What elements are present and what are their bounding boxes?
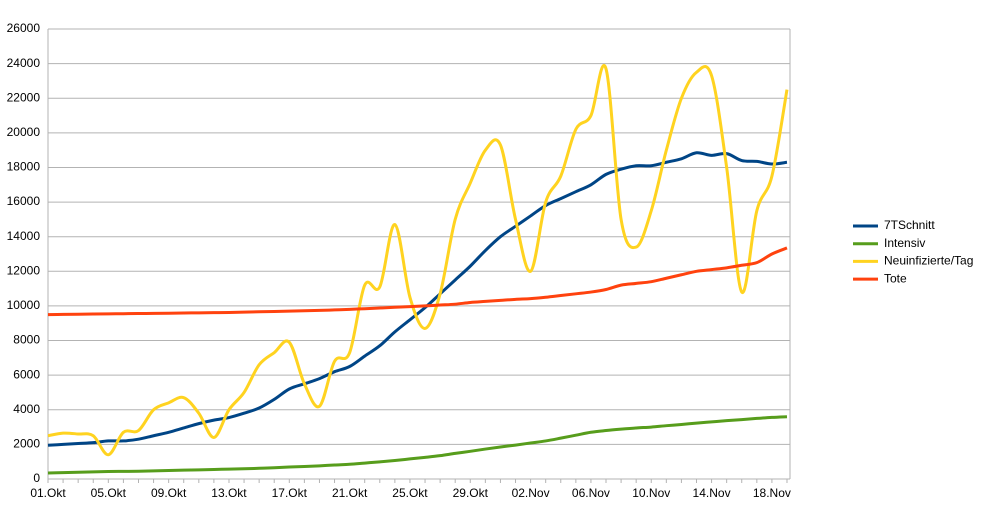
x-tick-label: 06.Nov — [572, 486, 610, 500]
y-tick-label: 26000 — [7, 21, 41, 35]
y-tick-label: 12000 — [7, 263, 41, 277]
line-series — [47, 64, 789, 457]
legend-label: Neuinfizierte/Tag — [884, 254, 973, 268]
x-tick-label: 18.Nov — [753, 486, 791, 500]
x-tick-label: 14.Nov — [693, 486, 731, 500]
y-tick-label: 16000 — [7, 194, 41, 208]
x-tick-label: 02.Nov — [512, 486, 550, 500]
x-tick-label: 13.Okt — [211, 486, 247, 500]
y-tick-label: 22000 — [7, 90, 41, 104]
y-tick-label: 0 — [33, 471, 40, 485]
y-tick-label: 10000 — [7, 298, 41, 312]
x-tick-label: 10.Nov — [632, 486, 670, 500]
x-tick-label: 09.Okt — [151, 486, 187, 500]
x-tick-label: 01.Okt — [30, 486, 66, 500]
line-series — [47, 415, 788, 475]
line-series — [47, 246, 788, 317]
x-tick-label: 05.Okt — [91, 486, 127, 500]
legend-label: 7TSchnitt — [884, 218, 935, 232]
y-tick-label: 6000 — [13, 367, 40, 381]
x-tick-label: 17.Okt — [272, 486, 308, 500]
y-tick-label: 20000 — [7, 125, 41, 139]
x-tick-label: 25.Okt — [392, 486, 428, 500]
line-series — [47, 151, 788, 447]
y-tick-label: 2000 — [13, 437, 40, 451]
y-tick-label: 14000 — [7, 229, 41, 243]
y-tick-label: 18000 — [7, 160, 41, 174]
y-tick-label: 24000 — [7, 56, 41, 70]
x-tick-label: 21.Okt — [332, 486, 368, 500]
y-tick-label: 8000 — [13, 333, 40, 347]
x-tick-label: 29.Okt — [453, 486, 489, 500]
legend-label: Tote — [884, 271, 907, 285]
legend-label: Intensiv — [884, 236, 925, 250]
y-tick-label: 4000 — [13, 402, 40, 416]
